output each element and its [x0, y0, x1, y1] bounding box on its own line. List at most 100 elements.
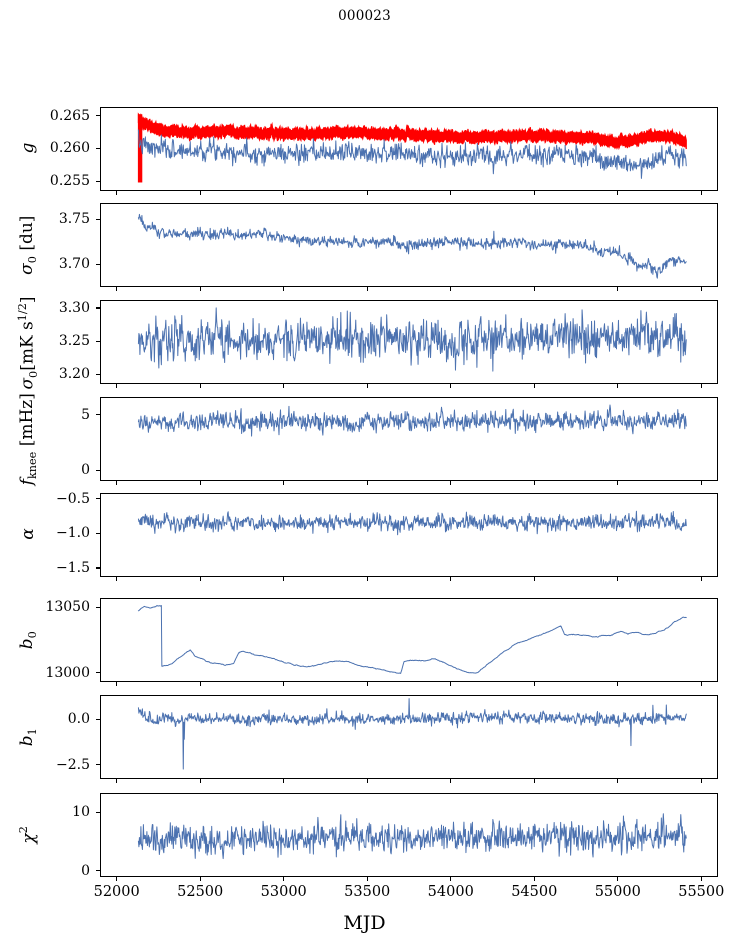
- xtick-mark-chi2-3: [366, 877, 368, 881]
- xtick-mark-chi2-1: [199, 877, 201, 881]
- xtick-mark-sigma0_du-4: [450, 287, 452, 291]
- xtick-mark-b0-4: [450, 682, 452, 686]
- ytick-label-alpha-2: −0.5: [56, 490, 90, 507]
- xtick-mark-b0-3: [366, 682, 368, 686]
- plot-panel-b1: [100, 695, 718, 779]
- ytick-label-sigma0_mK-1: 3.25: [58, 333, 90, 349]
- xtick-mark-chi2-2: [283, 877, 285, 881]
- xtick-mark-sigma0_mK-2: [283, 384, 285, 388]
- ytick-label-chi2-1: 10: [72, 804, 90, 821]
- xtick-mark-sigma0_du-7: [700, 287, 702, 291]
- xtick-mark-b0-5: [533, 682, 535, 686]
- xtick-mark-b1-0: [116, 779, 118, 783]
- ytick-label-f_knee-1: 5: [81, 406, 90, 423]
- ytick-mark-b1-1: [96, 718, 100, 720]
- x-axis-label: MJD: [343, 912, 386, 934]
- panel-data-sigma0_du: [137, 213, 687, 279]
- ytick-mark-sigma0_mK-0: [96, 373, 100, 375]
- xtick-mark-alpha-4: [450, 577, 452, 581]
- ytick-mark-sigma0_mK-1: [96, 340, 100, 342]
- xtick-mark-alpha-2: [283, 577, 285, 581]
- series-f_knee: [137, 404, 687, 437]
- ytick-mark-g-0: [96, 180, 100, 182]
- series-g_data: [137, 129, 687, 179]
- series-g_model: [137, 112, 687, 151]
- xtick-mark-b1-6: [617, 779, 619, 783]
- plot-panel-f_knee: [100, 397, 718, 481]
- xtick-label-0: 52000: [93, 884, 140, 900]
- series-g_model-spike: [137, 114, 143, 183]
- xtick-mark-alpha-7: [700, 577, 702, 581]
- xtick-mark-alpha-1: [199, 577, 201, 581]
- xtick-mark-alpha-6: [617, 577, 619, 581]
- xtick-mark-sigma0_du-0: [116, 287, 118, 291]
- xtick-mark-f_knee-4: [450, 481, 452, 485]
- plot-panel-b0: [100, 598, 718, 682]
- series-sigma0_du: [137, 213, 687, 279]
- ytick-label-sigma0_du-1: 3.75: [58, 211, 90, 228]
- xtick-mark-g-4: [450, 191, 452, 195]
- ytick-mark-chi2-0: [96, 870, 100, 872]
- xtick-mark-b0-2: [283, 682, 285, 686]
- xtick-mark-f_knee-6: [617, 481, 619, 485]
- ytick-mark-g-2: [96, 115, 100, 117]
- xtick-label-4: 54000: [427, 884, 474, 900]
- ytick-label-alpha-1: −1.0: [56, 525, 90, 542]
- xtick-label-2: 53000: [260, 884, 307, 900]
- ytick-mark-chi2-1: [96, 811, 100, 813]
- ytick-mark-b1-0: [96, 764, 100, 766]
- xtick-mark-sigma0_du-6: [617, 287, 619, 291]
- xtick-mark-alpha-5: [533, 577, 535, 581]
- xtick-mark-g-0: [116, 191, 118, 195]
- xtick-mark-b1-3: [366, 779, 368, 783]
- xtick-mark-sigma0_mK-7: [700, 384, 702, 388]
- xtick-mark-chi2-5: [533, 877, 535, 881]
- xtick-mark-b0-7: [700, 682, 702, 686]
- figure-title: 000023: [338, 8, 391, 24]
- xtick-mark-sigma0_mK-3: [366, 384, 368, 388]
- xtick-mark-f_knee-2: [283, 481, 285, 485]
- xtick-mark-chi2-6: [617, 877, 619, 881]
- xtick-mark-sigma0_mK-6: [617, 384, 619, 388]
- series-b0: [137, 605, 687, 674]
- ytick-mark-sigma0_mK-2: [96, 307, 100, 309]
- ytick-label-b1-1: 0.0: [67, 711, 90, 728]
- plot-panel-alpha: [100, 493, 718, 577]
- panel-frame-alpha: [100, 493, 718, 577]
- xtick-mark-sigma0_du-1: [199, 287, 201, 291]
- xtick-label-6: 55000: [594, 884, 641, 900]
- ytick-label-b0-0: 13000: [45, 664, 90, 681]
- xtick-mark-sigma0_mK-5: [533, 384, 535, 388]
- ytick-label-g-2: 0.265: [49, 107, 90, 124]
- xtick-mark-b1-4: [450, 779, 452, 783]
- xtick-mark-f_knee-3: [366, 481, 368, 485]
- xtick-mark-g-7: [700, 191, 702, 195]
- series-b1: [137, 698, 687, 770]
- xtick-mark-b1-5: [533, 779, 535, 783]
- ytick-label-b0-1: 13050: [45, 599, 90, 616]
- xtick-mark-b0-1: [199, 682, 201, 686]
- ytick-mark-g-1: [96, 147, 100, 149]
- panel-data-b1: [137, 698, 687, 770]
- ytick-mark-b0-1: [96, 606, 100, 608]
- ytick-label-sigma0_mK-2: 3.30: [58, 299, 90, 316]
- ytick-label-g-1: 0.260: [49, 140, 90, 157]
- xtick-label-5: 54500: [511, 884, 558, 900]
- xtick-mark-sigma0_du-3: [366, 287, 368, 291]
- xtick-mark-alpha-3: [366, 577, 368, 581]
- panel-data-sigma0_mK: [137, 307, 687, 372]
- ytick-mark-b0-0: [96, 672, 100, 674]
- xtick-mark-b0-6: [617, 682, 619, 686]
- plot-panel-g: [100, 107, 718, 191]
- xtick-mark-g-6: [617, 191, 619, 195]
- xtick-mark-g-2: [283, 191, 285, 195]
- panel-data-alpha: [137, 510, 687, 536]
- xtick-mark-sigma0_du-5: [533, 287, 535, 291]
- xtick-mark-f_knee-7: [700, 481, 702, 485]
- ytick-label-alpha-0: −1.5: [56, 559, 90, 576]
- xtick-mark-sigma0_mK-1: [199, 384, 201, 388]
- xtick-mark-sigma0_mK-4: [450, 384, 452, 388]
- xtick-mark-sigma0_du-2: [283, 287, 285, 291]
- plot-panel-sigma0_du: [100, 203, 718, 287]
